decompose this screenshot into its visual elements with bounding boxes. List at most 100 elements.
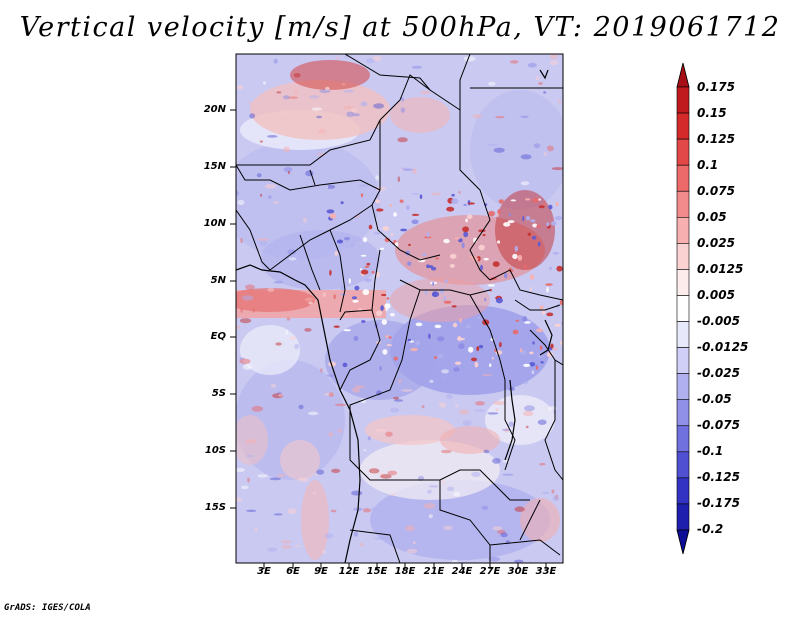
field-speckle (273, 280, 284, 284)
field-speckle (236, 325, 240, 329)
field-speckle (406, 548, 418, 554)
colorbar-segment (676, 347, 690, 374)
field-speckle (491, 357, 494, 360)
field-speckle (535, 76, 540, 81)
field-speckle (362, 289, 370, 296)
field-speckle (437, 336, 445, 342)
field-speckle (444, 279, 448, 283)
field-speckle (237, 199, 245, 206)
field-speckle (543, 91, 547, 94)
field-speckle (401, 97, 405, 102)
field-speckle (288, 257, 297, 261)
colorbar (676, 62, 690, 555)
field-speckle (498, 199, 504, 204)
field-speckle (376, 310, 383, 317)
field-speckle (273, 58, 278, 64)
colorbar-label: -0.05 (697, 392, 732, 406)
field-speckle (524, 405, 535, 412)
field-speckle (352, 299, 359, 303)
field-speckle (390, 233, 394, 236)
colorbar-segment (676, 477, 690, 505)
field-speckle (294, 89, 298, 95)
field-speckle (286, 317, 291, 321)
field-speckle (546, 312, 554, 317)
colorbar-cap-top (676, 62, 690, 88)
field-speckle (523, 410, 534, 417)
field-speckle (443, 238, 450, 244)
field-speckle (478, 244, 485, 251)
field-speckle (380, 474, 392, 479)
field-speckle (496, 213, 499, 218)
field-speckle (557, 99, 562, 103)
field-speckle (535, 365, 539, 370)
field-speckle (454, 404, 459, 408)
field-speckle (257, 238, 269, 241)
colorbar-segment (676, 112, 690, 140)
field-speckle (487, 412, 499, 415)
field-speckle (380, 305, 384, 311)
lon-label-3e: 3E (257, 566, 271, 577)
field-speckle (536, 225, 542, 228)
field-speckle (427, 489, 432, 494)
field-speckle (474, 361, 479, 368)
field-speckle (343, 329, 351, 332)
field-speckle (239, 318, 252, 324)
lon-label-18e: 18E (394, 566, 416, 577)
colorbar-label: 0.005 (697, 288, 735, 302)
lat-label-10n: 10N (203, 218, 226, 229)
field-speckle (489, 288, 492, 292)
field-speckle (537, 419, 547, 425)
field-speckle (426, 264, 430, 269)
field-speckle (308, 411, 319, 416)
field-speckle (482, 234, 486, 237)
field-speckle (297, 477, 309, 483)
field-speckle (500, 532, 508, 538)
field-speckle (329, 269, 332, 276)
field-speckle (458, 343, 465, 350)
field-speckle (532, 341, 535, 345)
field-speckle (385, 431, 393, 437)
field-speckle (328, 432, 334, 437)
field-speckle (287, 508, 297, 515)
field-speckle (471, 471, 481, 477)
lon-label-24e: 24E (451, 566, 473, 577)
field-speckle (331, 468, 341, 473)
field-speckle (487, 143, 498, 147)
field-speckle (520, 154, 532, 160)
field-speckle (368, 468, 380, 474)
field-speckle (376, 208, 384, 212)
colorbar-segment (676, 295, 690, 322)
field-speckle (489, 363, 492, 368)
field-speckle (551, 489, 555, 494)
field-speckle (428, 333, 431, 340)
field-speckle (432, 281, 435, 286)
field-speckle (359, 268, 363, 271)
field-speckle (446, 394, 453, 400)
field-speckle (315, 238, 321, 242)
field-speckle (328, 361, 336, 367)
field-speckle (336, 239, 344, 244)
colorbar-label: -0.005 (697, 314, 740, 328)
colorbar-label: 0.0125 (697, 262, 744, 276)
field-speckle (483, 449, 490, 454)
field-speckle (428, 485, 439, 488)
field-speckle (550, 343, 554, 349)
field-speckle (385, 308, 388, 311)
field-speckle (272, 201, 280, 204)
colorbar-label: 0.025 (697, 236, 735, 250)
field-speckle (309, 95, 320, 99)
field-speckle (316, 115, 323, 119)
field-speckle (529, 351, 534, 355)
field-speckle (431, 291, 440, 298)
field-speckle (422, 252, 427, 257)
field-speckle (321, 550, 326, 554)
field-speckle (523, 363, 531, 367)
field-speckle (388, 336, 392, 339)
field-speckle (242, 364, 252, 370)
field-speckle (267, 547, 278, 552)
colorbar-segment (676, 190, 690, 218)
field-speckle (509, 60, 519, 64)
grads-credit: GrADS: IGES/COLA (4, 603, 91, 613)
field-speckle (245, 284, 255, 291)
field-speckle (393, 399, 404, 402)
